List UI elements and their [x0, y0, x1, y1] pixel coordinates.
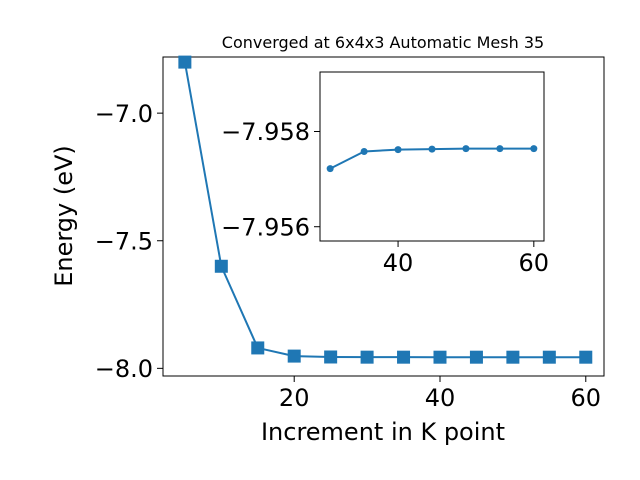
inset-y-tick-label: −7.958	[221, 118, 310, 146]
main-data-point	[542, 350, 556, 364]
inset-data-point	[530, 145, 538, 153]
main-data-point	[287, 349, 301, 363]
main-y-tick-label: −8.0	[95, 355, 153, 383]
main-title: Converged at 6x4x3 Automatic Mesh 35	[222, 33, 544, 52]
main-plot-frame	[162, 56, 605, 377]
main-data-point	[324, 350, 338, 364]
main-ticks: 20 40 60 −7.0 −7.5 −8.0	[95, 100, 601, 412]
main-x-tick-label: 40	[425, 384, 456, 412]
inset-x-tick-label: 40	[383, 249, 414, 277]
main-data-point	[360, 350, 374, 364]
inset-data-point	[462, 145, 470, 153]
main-y-tick-label: −7.0	[95, 100, 153, 128]
main-data-point	[214, 259, 228, 273]
main-data-point	[397, 350, 411, 364]
main-data-point	[251, 341, 265, 355]
main-y-tick-label: −7.5	[95, 227, 153, 255]
inset-plot: 40 60 −7.958 −7.956	[221, 71, 549, 277]
inset-data-point	[326, 165, 334, 173]
main-data-point	[506, 350, 520, 364]
inset-plot-frame	[319, 71, 545, 242]
inset-data-point	[360, 148, 368, 156]
main-data-point	[433, 350, 447, 364]
main-data-point	[469, 350, 483, 364]
main-plot: Converged at 6x4x3 Automatic Mesh 35 Inc…	[50, 33, 605, 446]
inset-x-tick-label: 60	[519, 249, 550, 277]
main-y-axis-label: Energy (eV)	[50, 145, 78, 287]
inset-data-point	[496, 145, 504, 153]
inset-data-point	[394, 146, 402, 154]
inset-y-tick-label: −7.956	[221, 213, 310, 241]
main-series	[178, 55, 593, 364]
inset-data-point	[428, 145, 436, 153]
main-x-axis-label: Increment in K point	[261, 418, 505, 446]
main-x-tick-label: 20	[279, 384, 310, 412]
main-data-point	[579, 350, 593, 364]
main-x-tick-label: 60	[571, 384, 602, 412]
main-data-point	[178, 55, 192, 69]
inset-ticks: 40 60 −7.958 −7.956	[221, 118, 549, 277]
inset-series	[326, 145, 538, 173]
